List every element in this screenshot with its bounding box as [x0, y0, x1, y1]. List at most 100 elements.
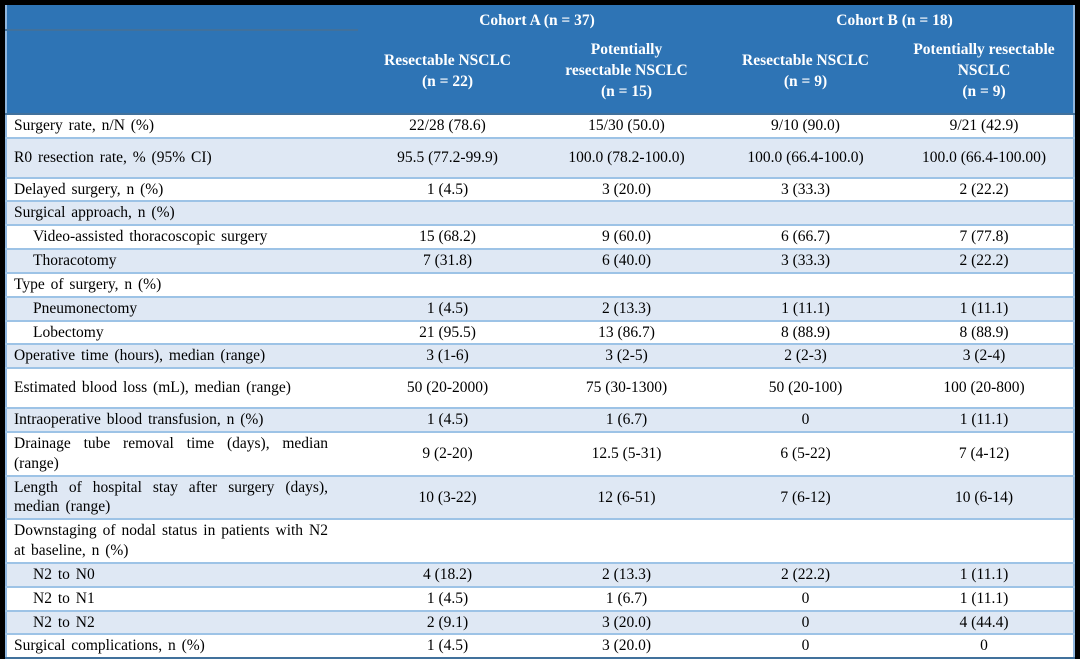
value-cell: 2 (13.3) [537, 295, 716, 321]
cohort-b-header: Cohort B (n = 18) [716, 5, 1075, 30]
value-cell: 9/21 (42.9) [949, 117, 1019, 134]
surgical-outcomes-table: Cohort A (n = 37) Cohort B (n = 18) Rese… [5, 5, 1076, 659]
table-row-delayed-surgery: Delayed surgery, n (%) 1 (4.5) 3 (20.0) … [6, 176, 1075, 202]
table-row-surgery-rate: Surgery rate, n/N (%) 22/28 (78.6) 15/30… [6, 114, 1075, 138]
row-label: Video-assisted thoracoscopic surgery [6, 224, 358, 250]
value-cell: 9/10 (90.0) [771, 117, 840, 134]
cohort-a-header: Cohort A (n = 37) [358, 5, 716, 30]
value-cell [895, 271, 1075, 297]
value-cell: 1 (6.7) [537, 585, 716, 611]
row-label: Operative time (hours), median (range) [6, 343, 358, 369]
value-cell: 3 (20.0) [537, 609, 716, 635]
value-cell: 3 (20.0) [537, 176, 716, 202]
value-cell [358, 518, 537, 563]
table-row-downstaging-section: Downstaging of nodal status in patients … [6, 518, 1075, 563]
table-row-vats: Video-assisted thoracoscopic surgery 15 … [6, 224, 1075, 250]
value-cell [716, 518, 895, 563]
value-cell [895, 518, 1075, 563]
table-row-pneumonectomy: Pneumonectomy 1 (4.5) 2 (13.3) 1 (11.1) … [6, 295, 1075, 321]
row-label: Estimated blood loss (mL), median (range… [6, 367, 358, 409]
value-cell: 0 [716, 585, 895, 611]
value-cell: 1 (11.1) [716, 295, 895, 321]
value-cell: 6 (66.7) [716, 224, 895, 250]
value-cell [358, 200, 537, 226]
table-row-blood-loss: Estimated blood loss (mL), median (range… [6, 367, 1075, 409]
value-cell: 2 (22.2) [895, 176, 1075, 202]
value-cell: 9 (2-20) [358, 430, 537, 476]
row-label: Lobectomy [6, 319, 358, 345]
row-label: N2 to N2 [6, 609, 358, 635]
table-header: Cohort A (n = 37) Cohort B (n = 18) Rese… [6, 5, 1075, 115]
value-cell: 7 (77.8) [895, 224, 1075, 250]
row-label: N2 to N1 [6, 585, 358, 611]
value-cell: 100.0 (78.2-100.0) [537, 136, 716, 178]
value-cell: 95.5 (77.2-99.9) [358, 136, 537, 178]
value-cell: 2 (13.3) [537, 561, 716, 587]
row-label: Length of hospital stay after surgery (d… [6, 474, 358, 520]
row-label: R0 resection rate, % (95% CI) [6, 136, 358, 178]
row-label: Pneumonectomy [6, 295, 358, 321]
value-cell [537, 200, 716, 226]
value-cell: 100.0 (66.4-100.0) [716, 136, 895, 178]
value-cell: 3 (33.3) [716, 176, 895, 202]
value-cell [716, 200, 895, 226]
value-cell: 2 (22.2) [716, 561, 895, 587]
value-cell: 1 (11.1) [895, 295, 1075, 321]
row-label: Drainage tube removal time (days), media… [6, 430, 358, 476]
value-cell: 1 (6.7) [537, 407, 716, 432]
row-label: Delayed surgery, n (%) [6, 176, 358, 202]
row-label: Thoracotomy [6, 248, 358, 273]
value-cell: 13 (86.7) [537, 319, 716, 345]
table-row-r0-resection: R0 resection rate, % (95% CI) 95.5 (77.2… [6, 136, 1075, 178]
value-cell: 3 (2-4) [895, 343, 1075, 369]
value-cell: 15 (68.2) [358, 224, 537, 250]
value-cell: 1 (4.5) [358, 585, 537, 611]
table-row-n2-to-n2: N2 to N2 2 (9.1) 3 (20.0) 0 4 (44.4) [6, 609, 1075, 635]
value-cell: 10 (6-14) [895, 474, 1075, 520]
value-cell: 1 (4.5) [358, 407, 537, 432]
column-header-potentially-resectable-a: Potentially resectable NSCLC (n = 15) [537, 30, 716, 115]
column-header-resectable-a: Resectable NSCLC (n = 22) [358, 30, 537, 115]
value-cell: 100.0 (66.4-100.00) [895, 136, 1075, 178]
value-cell: 12 (6-51) [537, 474, 716, 520]
row-label: Surgical approach, n (%) [6, 200, 358, 226]
value-cell [716, 271, 895, 297]
value-cell: 1 (4.5) [358, 176, 537, 202]
row-label: Downstaging of nodal status in patients … [6, 518, 358, 563]
cohort-header-row: Cohort A (n = 37) Cohort B (n = 18) [6, 5, 1075, 31]
value-cell: 100 (20-800) [895, 367, 1075, 409]
value-cell: 7 (6-12) [716, 474, 895, 520]
table-body: Surgery rate, n/N (%) 22/28 (78.6) 15/30… [6, 114, 1075, 659]
value-cell: 0 [716, 609, 895, 635]
row-label: Intraoperative blood transfusion, n (%) [6, 407, 358, 432]
table-row-surgical-complications: Surgical complications, n (%) 1 (4.5) 3 … [6, 633, 1075, 659]
value-cell: 3 (2-5) [537, 343, 716, 369]
value-cell: 50 (20-2000) [358, 367, 537, 409]
value-cell: 1 (4.5) [358, 633, 537, 659]
value-cell: 4 (18.2) [358, 561, 537, 587]
table-row-surgical-approach-section: Surgical approach, n (%) [6, 200, 1075, 226]
value-cell: 21 (95.5) [358, 319, 537, 345]
value-cell: 1 (4.5) [358, 295, 537, 321]
subgroup-header-row: Resectable NSCLC (n = 22) Potentially re… [6, 30, 1075, 115]
table-row-type-of-surgery-section: Type of surgery, n (%) [6, 271, 1075, 297]
value-cell: 6 (40.0) [537, 248, 716, 273]
value-cell: 15/30 (50.0) [588, 117, 665, 134]
value-cell: 7 (31.8) [358, 248, 537, 273]
value-cell: 2 (9.1) [358, 609, 537, 635]
value-cell: 8 (88.9) [895, 319, 1075, 345]
value-cell: 8 (88.9) [716, 319, 895, 345]
value-cell: 0 [716, 407, 895, 432]
value-cell: 10 (3-22) [358, 474, 537, 520]
row-label: Type of surgery, n (%) [6, 271, 358, 297]
table-row-drainage-tube: Drainage tube removal time (days), media… [6, 430, 1075, 476]
value-cell [537, 518, 716, 563]
table-row-n2-to-n0: N2 to N0 4 (18.2) 2 (13.3) 2 (22.2) 1 (1… [6, 561, 1075, 587]
table-row-thoracotomy: Thoracotomy 7 (31.8) 6 (40.0) 3 (33.3) 2… [6, 248, 1075, 273]
column-header-potentially-resectable-b: Potentially resectable NSCLC (n = 9) [895, 30, 1075, 115]
value-cell [895, 200, 1075, 226]
value-cell: 1 (11.1) [895, 407, 1075, 432]
value-cell: 22/28 (78.6) [409, 117, 486, 134]
value-cell: 3 (33.3) [716, 248, 895, 273]
